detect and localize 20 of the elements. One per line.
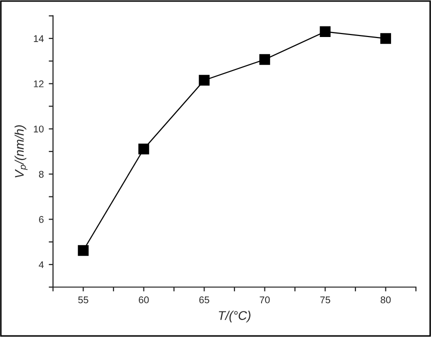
x-axis-title: T/(°C) <box>218 310 250 322</box>
point <box>320 26 331 38</box>
y-tick-label: 12 <box>34 80 44 88</box>
x-tick-label: 65 <box>199 296 210 304</box>
point <box>138 144 150 154</box>
y-tick-label: 6 <box>39 216 44 223</box>
point <box>78 245 89 256</box>
x-tick-label: 60 <box>138 296 149 304</box>
y-tick-label: 4 <box>38 261 44 268</box>
x-tick-label: 55 <box>78 296 88 304</box>
point <box>198 74 210 86</box>
x-tick-label: 70 <box>260 296 270 304</box>
point <box>259 54 270 65</box>
y-tick-label: 10 <box>34 126 44 132</box>
y-axis-title: V$_{p}$/(nm/h) <box>14 125 28 178</box>
x-tick-label: 75 <box>320 296 330 304</box>
x-tick-label: 80 <box>380 296 391 304</box>
y-tick-label: 8 <box>39 170 44 178</box>
y-tick-label: 14 <box>34 35 44 42</box>
point <box>380 33 392 44</box>
